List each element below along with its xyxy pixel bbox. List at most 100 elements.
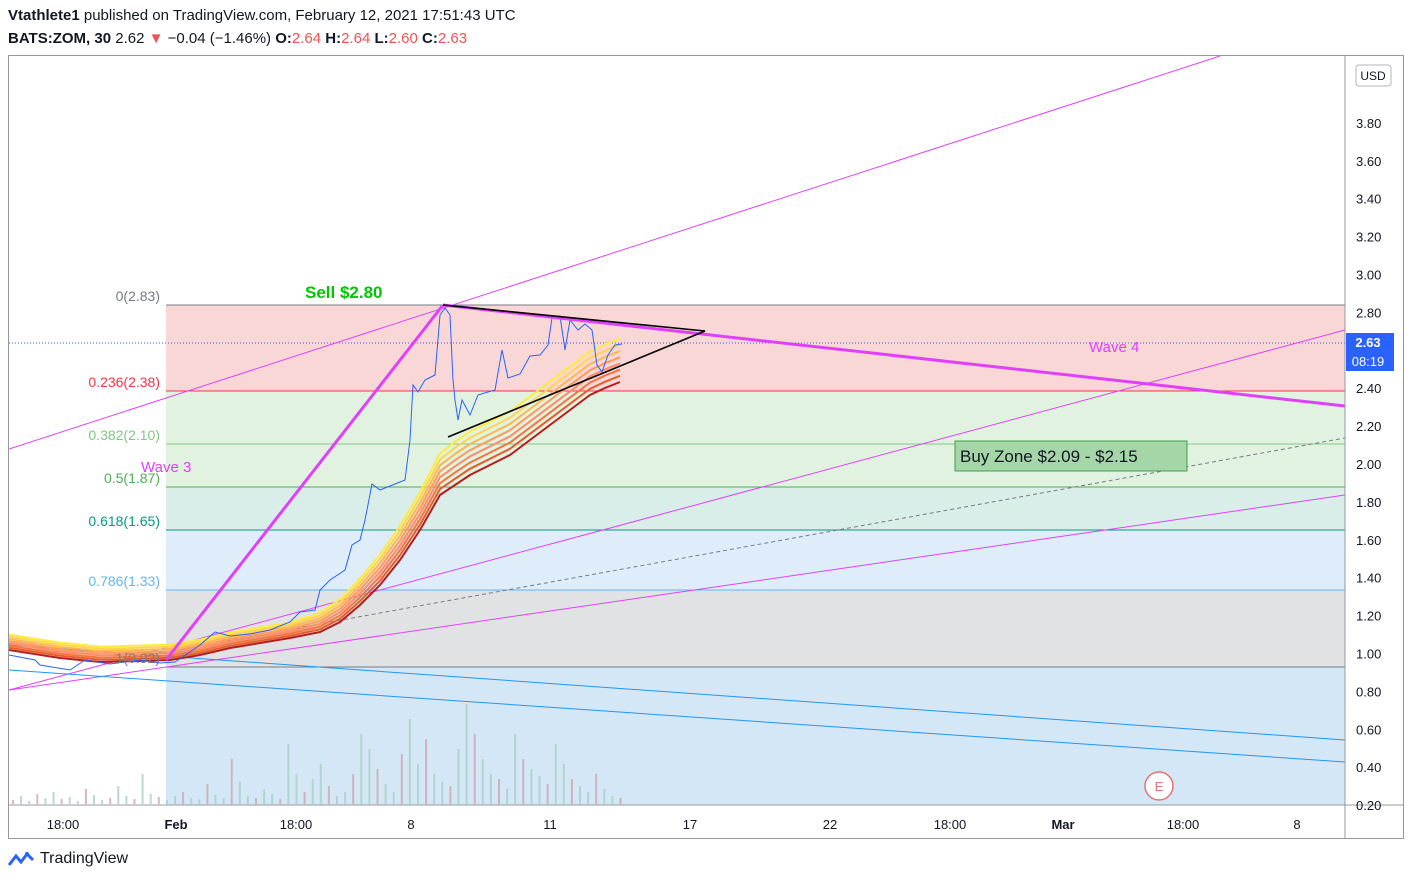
volume-bar [36, 794, 39, 804]
volume-bar [238, 782, 241, 804]
tradingview-logo[interactable]: TradingView [8, 850, 128, 868]
volume-bar [101, 800, 104, 804]
blue-trend-line-1[interactable] [9, 644, 1345, 741]
buy-zone-label: Buy Zone $2.09 - $2.15 [960, 447, 1138, 466]
publish-text: published on TradingView.com, February 1… [83, 7, 516, 24]
volume-bar [28, 801, 31, 804]
volume-bar [473, 734, 476, 804]
volume-bar [109, 798, 112, 804]
volume-bar [408, 719, 411, 804]
price-tick-label: 1.60 [1356, 533, 1381, 548]
open-label: O: [275, 30, 292, 47]
close-label: C: [422, 30, 438, 47]
fib-label-0382: 0.382(2.10) [88, 427, 160, 443]
volume-bar [311, 779, 314, 804]
down-arrow-icon: ▼ [148, 30, 164, 47]
wave-3-line[interactable] [164, 304, 445, 661]
volume-bar [489, 774, 492, 804]
volume-bar [52, 792, 55, 804]
earnings-marker[interactable] [1144, 771, 1174, 801]
volume-bar [68, 797, 71, 804]
ema-line [9, 362, 621, 657]
volume-bar [182, 792, 185, 804]
fib-zone-0236-0382 [166, 391, 1345, 444]
price-tick-label: 1.20 [1356, 609, 1381, 624]
channel-lower-line[interactable] [9, 494, 1345, 691]
fib-zone-0-0236 [166, 305, 1345, 391]
sell-label[interactable]: Sell $2.80 [305, 283, 383, 302]
volume-bar [522, 759, 525, 804]
volume-bar [449, 786, 452, 804]
wave-3-label[interactable]: Wave 3 [141, 459, 191, 476]
volume-bar [222, 798, 225, 804]
high-value: 2.64 [341, 30, 371, 47]
wave-4-line[interactable] [442, 303, 1345, 408]
ema-line [9, 374, 621, 661]
last-price-badge-label: 2.63 [1355, 335, 1380, 350]
volume-bar [12, 800, 14, 804]
volume-bar [498, 779, 500, 804]
volume-bar [392, 792, 395, 804]
volume-bar [433, 774, 436, 804]
currency-label: USD [1360, 69, 1386, 83]
author-name[interactable]: Vtathlete1 [8, 7, 80, 24]
dashed-trend-line[interactable] [109, 437, 1345, 663]
volume-bar [174, 796, 176, 804]
triangle-pattern[interactable] [442, 304, 706, 438]
wave-4-label[interactable]: Wave 4 [1089, 339, 1139, 356]
buy-zone-box[interactable] [954, 440, 1188, 472]
last-price-badge [1346, 333, 1394, 352]
volume-bar [141, 774, 144, 804]
volume-bar [603, 789, 606, 804]
volume-bar [198, 799, 201, 804]
volume-bar [554, 744, 557, 804]
price-tick-label: 2.00 [1356, 457, 1381, 472]
price-tick-label: 1.80 [1356, 495, 1381, 510]
chart-frame[interactable] [8, 55, 1404, 839]
fib-label-0786: 0.786(1.33) [88, 573, 160, 589]
channel-upper-line[interactable] [9, 56, 1221, 450]
time-tick-label: 18:00 [1167, 817, 1200, 832]
volume-bar [44, 798, 47, 804]
volume-bar [481, 759, 484, 804]
price-tick-label: 2.40 [1356, 381, 1381, 396]
last-value: 2.62 [115, 30, 145, 47]
volume-bar [368, 749, 371, 804]
volume-bar [611, 796, 614, 804]
volume-bar [344, 792, 347, 804]
fib-label-05: 0.5(1.87) [104, 470, 160, 486]
blue-trend-line-2[interactable] [9, 669, 1345, 763]
price-tick-label: 1.40 [1356, 571, 1381, 586]
volume-bar [271, 794, 274, 804]
price-tick-label: 0.80 [1356, 684, 1381, 699]
fib-label-1: 1(0.92) [116, 650, 160, 666]
plot-area[interactable]: Sell $2.80 Wave 3 Wave 4 Buy Zone $2.09 … [9, 56, 1345, 805]
fib-label-0: 0(2.83) [116, 288, 160, 304]
volume-bar [190, 798, 193, 804]
legend-ohlc: BATS:ZOM, 30 2.62 ▼ −0.04 (−1.46%) O:2.6… [8, 30, 467, 47]
volume-bar [157, 797, 160, 804]
volume-bar [295, 774, 298, 804]
time-tick-label: 11 [543, 817, 557, 832]
volume-bar [279, 799, 282, 804]
volume-bar [530, 769, 533, 804]
volume-bar [514, 734, 517, 804]
ema-line [9, 337, 621, 648]
volume-bar [384, 784, 387, 804]
time-tick-label: 18:00 [934, 817, 967, 832]
earnings-marker-label: E [1155, 779, 1164, 794]
brand-name: TradingView [40, 850, 129, 867]
volume-bar [93, 795, 95, 804]
volume-bars [12, 704, 622, 804]
symbol-label: BATS:ZOM, 30 [8, 30, 112, 47]
time-tick-label: Feb [164, 817, 187, 832]
price-tick-label: 3.00 [1356, 268, 1381, 283]
price-axis[interactable]: 3.803.603.403.203.002.802.602.402.202.00… [1356, 116, 1381, 813]
channel-middle-line[interactable] [9, 329, 1345, 691]
time-axis[interactable]: 18:00 Feb 18:00 8 11 17 22 18:00 Mar 18:00 8 [47, 817, 1301, 832]
volume-bar [425, 739, 428, 804]
high-label: H: [325, 30, 342, 47]
currency-button[interactable] [1355, 64, 1392, 87]
volume-bar [246, 796, 249, 804]
